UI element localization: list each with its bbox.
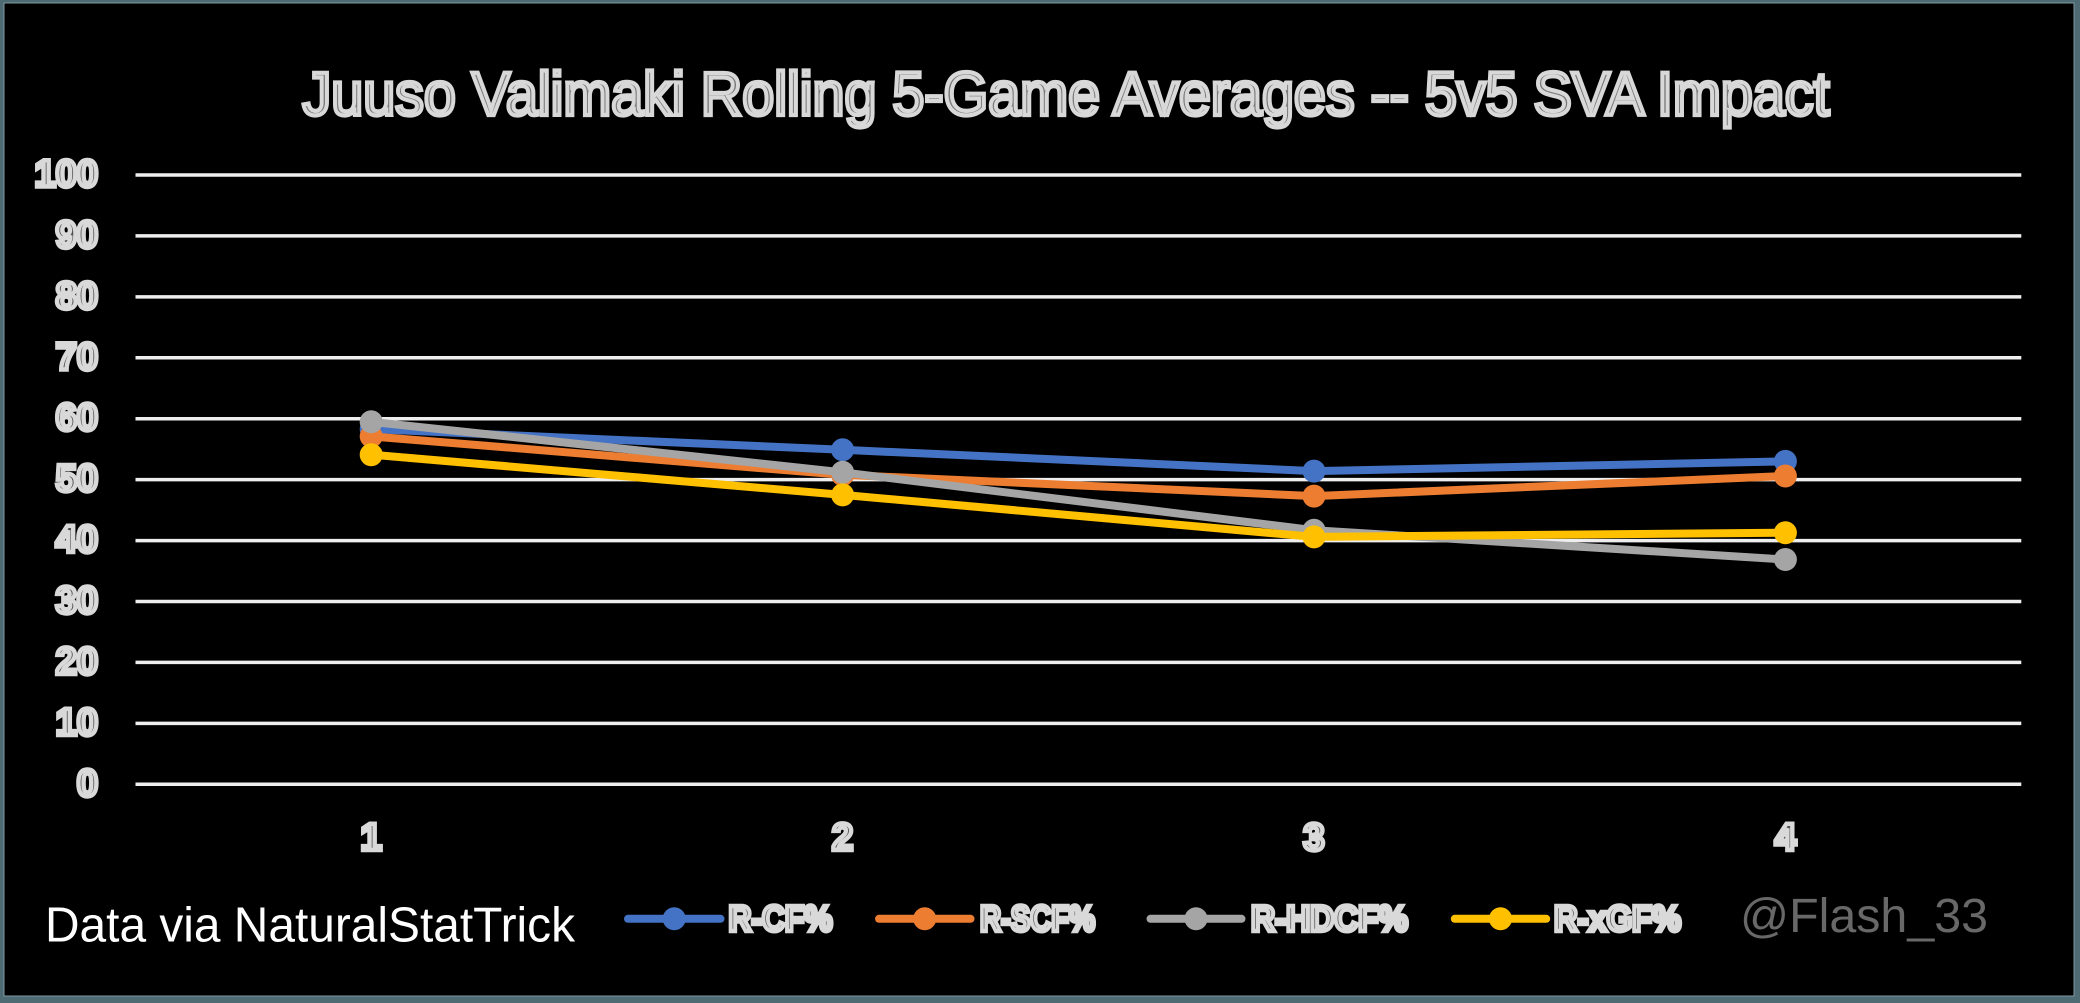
svg-text:R-SCF%: R-SCF% bbox=[980, 898, 1095, 939]
svg-text:40: 40 bbox=[56, 519, 98, 561]
svg-text:50: 50 bbox=[56, 458, 98, 500]
svg-text:4: 4 bbox=[1775, 817, 1796, 859]
svg-text:R-xGF%: R-xGF% bbox=[1554, 898, 1681, 939]
svg-text:1: 1 bbox=[361, 817, 382, 859]
svg-text:60: 60 bbox=[56, 397, 98, 439]
svg-text:2: 2 bbox=[832, 817, 853, 859]
svg-text:3: 3 bbox=[1303, 817, 1324, 859]
svg-text:70: 70 bbox=[56, 336, 98, 378]
svg-text:@Flash_33: @Flash_33 bbox=[1740, 890, 1988, 943]
svg-text:R-HDCF%: R-HDCF% bbox=[1251, 898, 1408, 939]
svg-text:80: 80 bbox=[56, 275, 98, 317]
svg-text:Data via NaturalStatTrick: Data via NaturalStatTrick bbox=[45, 899, 575, 953]
svg-text:100: 100 bbox=[35, 154, 98, 196]
svg-text:R-CF%: R-CF% bbox=[729, 898, 833, 939]
svg-text:0: 0 bbox=[77, 763, 98, 805]
svg-text:10: 10 bbox=[56, 702, 98, 744]
svg-text:20: 20 bbox=[56, 641, 98, 683]
svg-text:90: 90 bbox=[56, 214, 98, 256]
svg-text:30: 30 bbox=[56, 580, 98, 622]
svg-text:Juuso Valimaki Rolling 5-Game: Juuso Valimaki Rolling 5-Game Averages -… bbox=[303, 60, 1830, 128]
